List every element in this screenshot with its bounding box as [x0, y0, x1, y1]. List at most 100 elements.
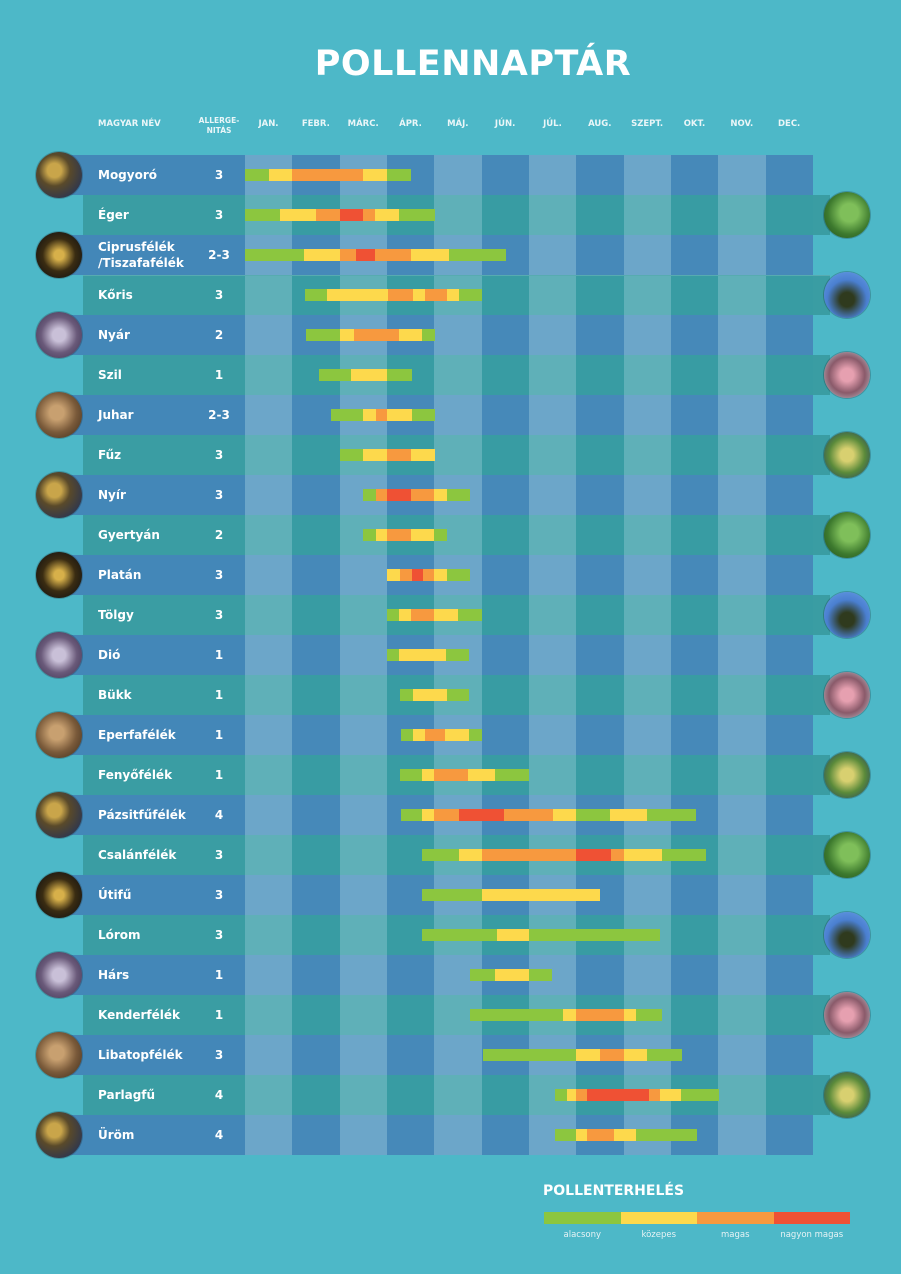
pollen-segment-medium — [623, 849, 662, 861]
month-cell — [576, 595, 624, 635]
month-cell — [670, 355, 719, 395]
pollen-segment-high — [576, 1089, 588, 1101]
allergenity-value: 3 — [214, 208, 224, 222]
month-cell — [481, 715, 529, 755]
month-cell — [292, 995, 340, 1035]
month-cell — [481, 675, 529, 715]
pollen-segment-medium — [413, 729, 426, 741]
pollen-segment-high — [599, 1049, 625, 1061]
pollen-segment-low — [245, 169, 270, 181]
month-cell — [339, 795, 387, 835]
month-cell — [623, 875, 671, 915]
month-header: JÚL. — [543, 119, 562, 129]
month-cell — [765, 875, 813, 915]
month-cell — [481, 1115, 529, 1155]
month-cell — [292, 675, 340, 715]
month-cell — [245, 555, 293, 595]
allergenity-value: 3 — [214, 488, 224, 502]
pollen-segment-high — [410, 489, 435, 501]
month-cell — [434, 1075, 482, 1115]
pollen-segment-medium — [350, 369, 388, 381]
month-cell — [765, 595, 813, 635]
month-cell — [434, 435, 482, 475]
month-cell — [623, 635, 671, 675]
month-header: JÚN. — [494, 119, 516, 129]
month-cell — [481, 515, 529, 555]
pollen-segment-low — [469, 969, 496, 981]
month-cell — [765, 675, 813, 715]
month-cell — [245, 675, 293, 715]
month-cell — [718, 155, 766, 195]
pollen-segment-medium — [566, 1089, 577, 1101]
month-cell — [528, 235, 577, 275]
plant-photo — [824, 672, 870, 718]
month-cell — [292, 1075, 340, 1115]
pollen-segment-low — [330, 409, 364, 421]
month-cell — [670, 875, 719, 915]
plant-name: Csalánfélék — [98, 848, 177, 862]
month-cell — [765, 355, 813, 395]
month-cell — [339, 875, 387, 915]
plant-photo — [36, 1032, 82, 1078]
month-cell — [292, 555, 340, 595]
pollen-segment-low — [363, 489, 377, 501]
month-cell — [528, 555, 577, 595]
month-cell — [245, 315, 293, 355]
pollen-segment-low — [459, 289, 483, 301]
month-cell — [339, 755, 387, 795]
calendar-row — [50, 155, 813, 195]
month-cell — [623, 755, 671, 795]
pollen-segment-high — [353, 329, 400, 341]
month-cell — [765, 315, 813, 355]
pollen-segment-low — [555, 1129, 577, 1141]
month-cell — [576, 515, 624, 555]
month-cell — [765, 155, 813, 195]
month-cell — [528, 155, 577, 195]
month-cell — [528, 635, 577, 675]
month-cell — [765, 835, 813, 875]
plant-name: Éger — [98, 208, 129, 222]
allergenity-value: 1 — [214, 768, 224, 782]
month-cell — [623, 715, 671, 755]
pollen-segment-low — [422, 889, 483, 901]
plant-name: Parlagfű — [98, 1088, 156, 1102]
month-cell — [245, 276, 293, 316]
pollen-segment-medium — [304, 249, 341, 261]
month-cell — [292, 595, 340, 635]
plant-name: Dió — [98, 648, 121, 662]
plant-photo — [824, 992, 870, 1038]
month-cell — [292, 875, 340, 915]
page-title: POLLENNAPTÁR — [314, 44, 632, 84]
pollen-segment-medium — [422, 769, 435, 781]
pollen-segment-medium — [447, 289, 460, 301]
pollen-segment-medium — [386, 569, 401, 581]
month-cell — [481, 195, 529, 235]
month-cell — [623, 555, 671, 595]
plant-name: Üröm — [98, 1128, 135, 1142]
pollen-segment-medium — [268, 169, 293, 181]
month-cell — [528, 395, 577, 435]
month-cell — [718, 595, 766, 635]
month-header: DEC. — [777, 119, 801, 129]
month-cell — [670, 235, 719, 275]
allergenity-value: 3 — [214, 1048, 224, 1062]
pollen-segment-very-high — [356, 249, 376, 261]
month-cell — [292, 1115, 340, 1155]
month-cell — [292, 715, 340, 755]
month-cell — [718, 435, 766, 475]
month-cell — [386, 1115, 435, 1155]
pollen-segment-low — [421, 329, 435, 341]
pollen-segment-high — [423, 569, 435, 581]
month-cell — [718, 675, 766, 715]
month-cell — [623, 235, 671, 275]
calendar-row — [50, 955, 813, 995]
month-cell — [718, 315, 766, 355]
month-cell — [434, 315, 482, 355]
plant-photo — [36, 712, 82, 758]
month-cell — [718, 515, 766, 555]
pollen-segment-high — [375, 489, 388, 501]
month-cell — [292, 955, 340, 995]
month-cell — [481, 555, 529, 595]
pollen-segment-high — [375, 409, 388, 421]
pollen-segment-low — [401, 729, 414, 741]
